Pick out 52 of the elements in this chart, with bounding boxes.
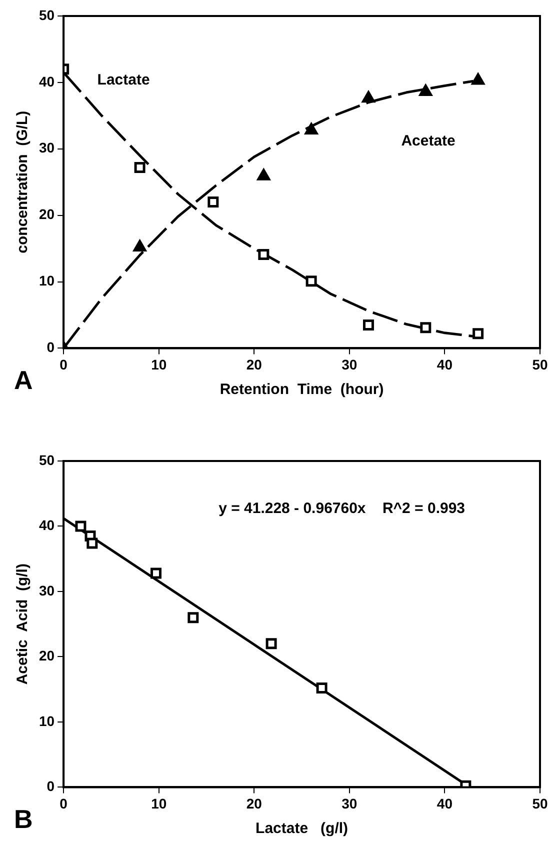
x-tick-label: 30 — [342, 356, 358, 372]
y-tick-label: 30 — [38, 582, 55, 598]
x-tick-label: 50 — [532, 356, 548, 372]
point — [258, 249, 270, 260]
point — [316, 682, 328, 694]
point — [75, 520, 86, 532]
point — [188, 612, 199, 624]
point — [419, 84, 432, 96]
y-tick-label: 0 — [46, 339, 55, 356]
y-tick-label: 20 — [38, 206, 55, 222]
point — [362, 91, 375, 103]
y-tick-label: 40 — [38, 73, 55, 90]
text: Acetate — [401, 132, 456, 150]
point — [362, 319, 374, 330]
point — [134, 162, 146, 173]
point — [472, 73, 485, 85]
x-tick-label: 30 — [342, 795, 358, 812]
y-tick-label: 10 — [38, 712, 55, 729]
y-axis-title: Acetic Acid (g/l) — [14, 564, 32, 685]
y-tick-label: 0 — [46, 778, 55, 794]
y-tick-label: 50 — [38, 452, 55, 468]
point — [133, 240, 146, 252]
x-axis-title: Lactate (g/l) — [256, 820, 348, 838]
y-tick-label: 20 — [38, 648, 55, 664]
point — [304, 123, 318, 135]
text: B — [14, 804, 33, 835]
x-axis-title: Retention Time (hour) — [220, 381, 384, 398]
point — [257, 168, 270, 180]
x-tick-label: 0 — [60, 356, 68, 372]
point — [150, 568, 162, 579]
text: A — [14, 365, 33, 396]
point — [266, 638, 277, 650]
y-tick-label: 50 — [38, 6, 55, 23]
x-tick-label: 40 — [436, 795, 453, 812]
point — [306, 276, 317, 287]
y-tick-label: 40 — [38, 517, 55, 534]
point — [472, 328, 484, 340]
point — [86, 538, 98, 549]
annotation: y = 41.228 - 0.96760x R^2 = 0.993 — [218, 500, 466, 518]
x-tick-label: 40 — [436, 356, 453, 372]
x-tick-label: 10 — [151, 356, 167, 372]
point — [208, 196, 219, 208]
y-axis-title: concentration (G/L) — [14, 110, 32, 254]
point — [420, 322, 432, 334]
x-tick-label: 0 — [60, 795, 68, 812]
y-tick-label: 10 — [38, 272, 55, 289]
series-label: Lactate — [97, 72, 150, 89]
x-tick-label: 20 — [246, 356, 262, 372]
x-tick-label: 20 — [246, 795, 262, 812]
x-tick-label: 10 — [151, 795, 167, 812]
x-tick-label: 50 — [532, 795, 548, 812]
y-tick-label: 30 — [38, 140, 55, 156]
